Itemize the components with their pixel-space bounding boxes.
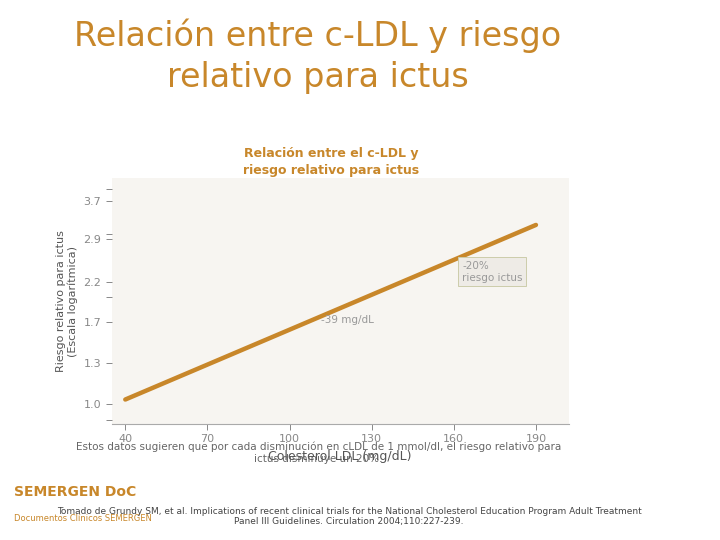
Text: -20%
riesgo ictus: -20% riesgo ictus xyxy=(462,261,523,282)
X-axis label: Colesterol LDL (mg/dL): Colesterol LDL (mg/dL) xyxy=(269,450,412,463)
Y-axis label: Riesgo relativo para ictus
(Escala logarítmica): Riesgo relativo para ictus (Escala logar… xyxy=(55,230,78,372)
Text: Estos datos sugieren que por cada disminución en cLDL de 1 mmol/dl, el riesgo re: Estos datos sugieren que por cada dismin… xyxy=(76,442,561,464)
Text: Relación entre c-LDL y riesgo
relativo para ictus: Relación entre c-LDL y riesgo relativo p… xyxy=(74,18,561,93)
Text: SEMERGEN DoC: SEMERGEN DoC xyxy=(14,485,137,500)
Text: Documentos Clínicos SEMERGEN: Documentos Clínicos SEMERGEN xyxy=(14,514,152,523)
Text: Relación entre el c-LDL y
riesgo relativo para ictus: Relación entre el c-LDL y riesgo relativ… xyxy=(243,147,419,177)
Text: Tomado de Grundy SM, et al. Implications of recent clinical trials for the Natio: Tomado de Grundy SM, et al. Implications… xyxy=(57,507,642,526)
Text: -39 mg/dL: -39 mg/dL xyxy=(320,315,374,325)
